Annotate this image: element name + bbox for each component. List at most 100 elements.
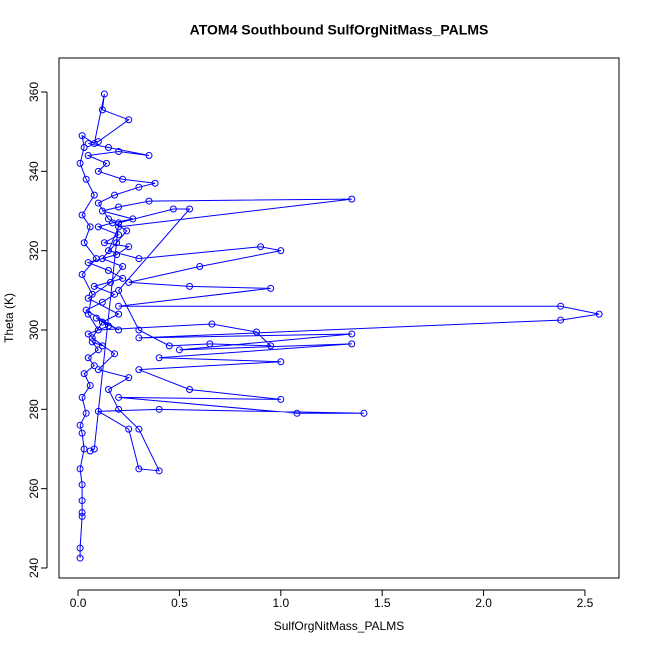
plot-frame — [58, 57, 620, 579]
data-point — [123, 227, 131, 235]
data-point — [98, 207, 106, 215]
data-point — [94, 138, 102, 146]
data-point — [90, 282, 98, 290]
data-point — [155, 405, 163, 413]
data-point — [90, 191, 98, 199]
data-point — [86, 382, 94, 390]
data-point — [104, 266, 112, 274]
y-axis-label: Theta (K) — [2, 293, 16, 343]
data-point — [111, 290, 119, 298]
data-point — [94, 199, 102, 207]
data-point — [100, 90, 108, 98]
data-point — [557, 316, 565, 324]
x-tick-label: 2.0 — [475, 596, 492, 610]
data-point — [84, 259, 92, 267]
data-point — [125, 278, 133, 286]
data-point — [78, 211, 86, 219]
data-point — [111, 350, 119, 358]
data-point — [80, 445, 88, 453]
data-point — [129, 215, 137, 223]
data-point — [84, 330, 92, 338]
data-point — [115, 405, 123, 413]
data-point — [115, 203, 123, 211]
data-point — [86, 447, 94, 455]
data-point — [115, 393, 123, 401]
data-point — [98, 342, 106, 350]
data-point — [155, 354, 163, 362]
x-tick-label: 0.0 — [70, 596, 87, 610]
data-point — [186, 282, 194, 290]
data-point — [115, 302, 123, 310]
data-point — [135, 183, 143, 191]
data-point — [84, 294, 92, 302]
data-point — [135, 465, 143, 473]
data-point — [104, 215, 112, 223]
data-point — [88, 334, 96, 342]
data-point — [78, 429, 86, 437]
data-point — [277, 247, 285, 255]
data-point — [145, 151, 153, 159]
data-point — [348, 330, 356, 338]
y-tick-label: 260 — [27, 478, 41, 498]
data-point — [115, 219, 123, 227]
data-point — [115, 310, 123, 318]
data-point — [78, 393, 86, 401]
data-point — [125, 116, 133, 124]
y-tick-label: 240 — [27, 558, 41, 578]
data-point — [348, 195, 356, 203]
data-point — [115, 147, 123, 155]
data-point — [78, 270, 86, 278]
data-point — [94, 223, 102, 231]
data-point — [557, 302, 565, 310]
data-point — [78, 481, 86, 489]
data-point — [277, 358, 285, 366]
data-point — [106, 278, 114, 286]
data-point — [82, 306, 90, 314]
data-point — [84, 151, 92, 159]
data-point — [98, 318, 106, 326]
data-point — [94, 326, 102, 334]
x-tick-label: 0.5 — [171, 596, 188, 610]
y-tick-label: 300 — [27, 320, 41, 340]
data-point — [175, 346, 183, 354]
data-point — [595, 310, 603, 318]
data-point — [151, 179, 159, 187]
data-point — [165, 342, 173, 350]
x-tick-label: 2.5 — [577, 596, 594, 610]
data-point — [135, 425, 143, 433]
data-point — [90, 445, 98, 453]
data-point — [82, 409, 90, 417]
data-point — [76, 421, 84, 429]
data-point — [92, 255, 100, 263]
data-point — [90, 140, 98, 148]
data-point — [76, 465, 84, 473]
data-point — [78, 512, 86, 520]
data-point — [115, 231, 123, 239]
data-point — [135, 334, 143, 342]
x-axis-label: SulfOrgNitMass_PALMS — [274, 619, 404, 633]
data-point — [115, 286, 123, 294]
data-point — [92, 314, 100, 322]
data-point — [119, 175, 127, 183]
data-point — [100, 239, 108, 247]
data-point — [88, 338, 96, 346]
data-point — [80, 239, 88, 247]
data-point — [82, 175, 90, 183]
data-point — [348, 340, 356, 348]
data-point — [111, 191, 119, 199]
y-tick-label: 340 — [27, 161, 41, 181]
data-point — [94, 366, 102, 374]
data-point — [125, 425, 133, 433]
y-tick-label: 360 — [27, 82, 41, 102]
data-point — [78, 132, 86, 140]
data-point — [252, 328, 260, 336]
data-point — [267, 284, 275, 292]
data-point — [80, 370, 88, 378]
data-point — [135, 255, 143, 263]
data-point — [145, 197, 153, 205]
data-point — [113, 239, 121, 247]
data-point — [208, 320, 216, 328]
chart-title: ATOM4 Southbound SulfOrgNitMass_PALMS — [190, 22, 489, 38]
data-point — [86, 223, 94, 231]
